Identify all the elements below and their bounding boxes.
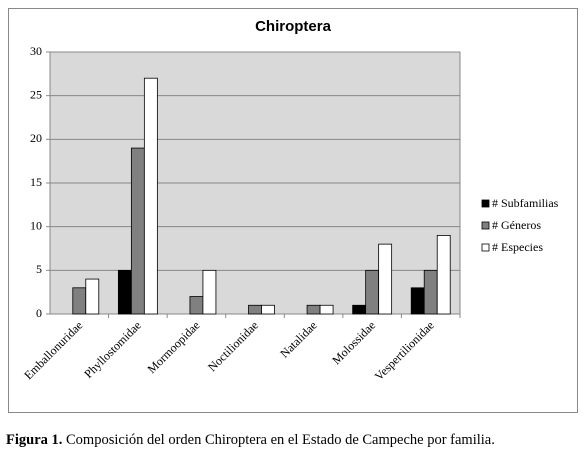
bar <box>352 304 367 315</box>
y-tick-label: 20 <box>30 131 42 145</box>
y-tick-label: 0 <box>36 306 42 320</box>
bar <box>202 269 217 315</box>
bar <box>248 304 262 315</box>
bar <box>117 269 132 315</box>
bar <box>189 296 204 315</box>
bar <box>85 278 100 315</box>
legend-label: # Especies <box>492 240 543 254</box>
bar <box>130 147 145 315</box>
bar <box>319 304 334 315</box>
caption: Figura 1. Composición del orden Chiropte… <box>6 432 495 449</box>
bar <box>143 77 158 315</box>
caption-label: Figura 1. <box>6 432 63 448</box>
y-tick-label: 10 <box>30 218 42 232</box>
bar <box>423 269 438 315</box>
y-tick-label: 5 <box>36 262 42 276</box>
bar <box>365 269 380 315</box>
bar <box>436 234 451 315</box>
chart: Chiroptera 051015202530EmballonuridaePhy… <box>8 8 578 413</box>
bar <box>378 243 393 315</box>
bar <box>410 287 425 315</box>
bar <box>306 304 321 315</box>
legend-swatch <box>481 243 490 252</box>
legend-swatch <box>481 199 490 208</box>
legend-swatch <box>481 221 490 230</box>
y-tick-label: 25 <box>30 87 42 101</box>
caption-text: Composición del orden Chiroptera en el E… <box>66 432 495 448</box>
chart-title: Chiroptera <box>255 18 332 35</box>
legend-label: # Subfamilias <box>492 196 559 210</box>
y-tick-label: 30 <box>30 44 42 58</box>
y-tick-label: 15 <box>30 175 42 189</box>
legend-label: # Géneros <box>492 218 541 232</box>
bar <box>72 287 87 315</box>
bar <box>261 304 275 315</box>
